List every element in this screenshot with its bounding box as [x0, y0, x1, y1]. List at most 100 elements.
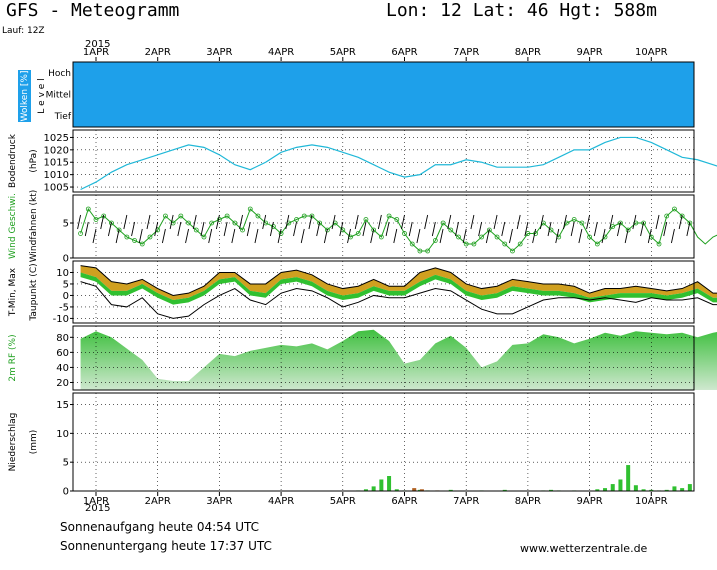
- cloud-sky: [73, 62, 694, 127]
- rh-side-label: 2m RF (%): [8, 334, 18, 381]
- wind-point: [255, 213, 261, 219]
- cloud-level-axis-label: L e v e l: [37, 78, 47, 113]
- wind-point: [132, 238, 137, 243]
- wind-barb: [670, 228, 675, 244]
- cloud-side-label: Wolken [%]: [20, 71, 30, 122]
- wind-barb: [686, 221, 691, 237]
- wind-barb: [169, 214, 174, 230]
- page-title: GFS - Meteogramm: [6, 0, 179, 21]
- wind-point: [324, 227, 330, 233]
- wind-point: [417, 248, 423, 254]
- day-tick-label: 2APR: [145, 47, 171, 58]
- day-tick-label: 3APR: [206, 47, 232, 58]
- precip-bar: [649, 489, 654, 491]
- wind-barb: [640, 221, 645, 237]
- wind-barb: [100, 214, 105, 230]
- precip-bar: [419, 489, 424, 491]
- wind-barb: [300, 228, 305, 244]
- sunrise-text: Sonnenaufgang heute 04:54 UTC: [60, 520, 259, 534]
- wind-point: [240, 227, 245, 233]
- y-tick-label: -5: [59, 302, 69, 313]
- wind-point: [371, 227, 377, 233]
- day-tick-label: 7APR: [453, 47, 479, 58]
- wind-barb: [462, 228, 467, 244]
- wind-barb: [277, 228, 282, 244]
- wind-barb: [408, 221, 413, 237]
- wind-point: [178, 213, 184, 219]
- wind-point: [386, 213, 392, 219]
- wind-point: [193, 227, 199, 233]
- wind-point: [494, 234, 500, 240]
- precip-bar: [448, 489, 453, 491]
- precip-bar: [633, 485, 638, 491]
- wind-point: [402, 231, 407, 236]
- wind-barb: [285, 214, 290, 230]
- y-tick-label: 1015: [44, 158, 69, 169]
- day-tick-label: 1APR: [83, 496, 109, 507]
- wind-barb: [563, 214, 567, 230]
- wind-point: [309, 213, 315, 219]
- wind-point: [278, 231, 284, 236]
- wind-barb: [663, 221, 668, 237]
- y-tick-label: 1025: [44, 133, 69, 144]
- precip-side-label: Niederschlag: [8, 413, 18, 472]
- location-info: Lon: 12 Lat: 46 Hgt: 588m: [386, 0, 657, 21]
- wind-barb: [161, 228, 166, 244]
- wind-point: [355, 231, 361, 236]
- wind-point: [440, 220, 446, 226]
- wind-point: [587, 234, 592, 240]
- precip-bar: [502, 489, 507, 491]
- wind-barb: [123, 214, 128, 230]
- wind-point: [270, 224, 276, 229]
- wind-point: [471, 241, 477, 247]
- y-tick-label: 60: [56, 348, 69, 359]
- wind-point: [232, 220, 238, 226]
- wind-barb: [177, 221, 182, 237]
- precip-bar: [595, 489, 600, 491]
- wind-unit-label: Windfahnen (kt): [29, 190, 39, 263]
- source-link[interactable]: www.wetterzentrale.de: [520, 542, 648, 555]
- wind-point: [85, 206, 91, 212]
- precip-frame: [72, 392, 695, 492]
- temp-side-label: T-Min, Max: [8, 267, 18, 317]
- wind-barb: [208, 228, 213, 244]
- wind-point: [618, 220, 623, 226]
- day-tick-label: 6APR: [391, 496, 417, 507]
- wind-barb: [632, 214, 637, 230]
- y-tick-label: 5: [63, 458, 69, 469]
- precip-bar: [363, 489, 368, 491]
- wind-point: [641, 220, 646, 226]
- day-tick-label: 5APR: [330, 47, 356, 58]
- wind-point: [594, 241, 600, 247]
- wind-point: [510, 248, 515, 254]
- wind-barb: [447, 214, 452, 230]
- wind-point: [93, 217, 99, 222]
- rh-area: [80, 329, 717, 390]
- wind-point: [139, 241, 145, 247]
- precip-bar: [680, 488, 685, 491]
- wind-barb: [138, 228, 143, 244]
- day-tick-label: 4APR: [268, 496, 294, 507]
- wind-barb: [385, 221, 390, 237]
- wind-barb: [617, 221, 621, 237]
- wind-point: [378, 234, 384, 240]
- wind-barb: [331, 214, 336, 230]
- wind-barb: [516, 214, 521, 230]
- precip-bar: [672, 486, 677, 491]
- wind-barb: [570, 221, 575, 237]
- wind-barb: [377, 214, 382, 230]
- day-tick-label: 3APR: [206, 496, 232, 507]
- wind-point: [571, 217, 577, 222]
- y-tick-label: 5: [63, 219, 69, 230]
- bottom-year-label: 2015: [85, 503, 110, 514]
- day-tick-label: 7APR: [453, 496, 479, 507]
- wind-point: [656, 241, 662, 247]
- wind-barb: [370, 228, 375, 244]
- wind-barb: [316, 221, 321, 237]
- precip-bar: [626, 465, 631, 491]
- wind-point: [124, 234, 130, 240]
- wind-barb: [107, 221, 112, 237]
- y-tick-label: 1010: [44, 170, 69, 181]
- wind-point: [448, 227, 454, 233]
